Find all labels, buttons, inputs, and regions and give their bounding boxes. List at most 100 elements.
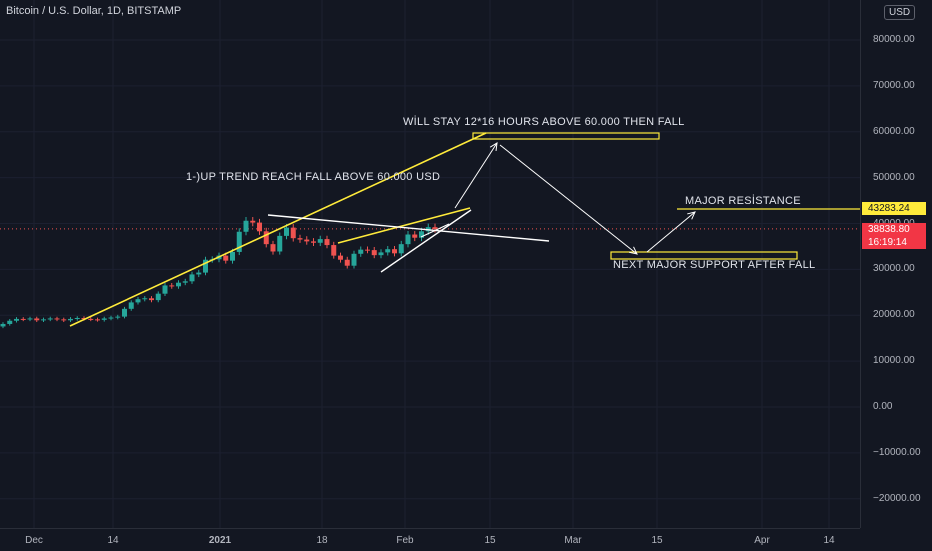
uptrend-line xyxy=(69,132,487,327)
candle-body xyxy=(290,227,296,239)
wedge-apex-line xyxy=(420,223,450,238)
time-tick-label: Feb xyxy=(396,535,414,546)
price-chart[interactable] xyxy=(0,0,860,528)
candle-body xyxy=(14,318,19,321)
candle-body xyxy=(54,318,60,320)
candle-body xyxy=(189,274,195,282)
price-tick-label: 60000.00 xyxy=(873,125,915,137)
candle-body xyxy=(95,319,100,321)
candle-body xyxy=(412,234,418,238)
descending-resistance-line xyxy=(267,214,550,242)
candle-body xyxy=(270,244,276,252)
candle-body xyxy=(223,255,229,261)
candle-body xyxy=(34,318,40,321)
chart-grid xyxy=(0,0,860,528)
price-tick-label: −20000.00 xyxy=(873,492,921,504)
target-zone-60000 xyxy=(472,132,660,140)
candle-body xyxy=(182,281,188,283)
time-tick-label: 14 xyxy=(823,535,835,546)
candle-body xyxy=(358,249,364,254)
candle-body xyxy=(331,245,337,256)
time-tick-label: 14 xyxy=(107,535,119,546)
candle-body xyxy=(41,319,46,321)
support-zone-box xyxy=(610,251,798,260)
candle-body xyxy=(405,234,411,245)
candle-body xyxy=(162,285,168,294)
candle-body xyxy=(317,239,323,243)
price-tick-label: 30000.00 xyxy=(873,263,915,275)
candle-body xyxy=(27,318,33,320)
price-tick-label: 50000.00 xyxy=(873,171,915,183)
bar-countdown-tag: 16:19:14 xyxy=(862,236,926,249)
last-price-tag: 38838.80 xyxy=(862,223,926,236)
time-tick-label: Mar xyxy=(564,535,582,546)
candle-body xyxy=(338,255,343,260)
candle-body xyxy=(101,318,107,320)
candle-body xyxy=(0,323,6,327)
candle-body xyxy=(128,302,134,309)
candle-body xyxy=(203,259,208,273)
candle-body xyxy=(250,220,256,223)
candle-body xyxy=(385,249,391,253)
candle-body xyxy=(108,317,114,319)
candle-body xyxy=(115,316,121,318)
time-tick-label: 15 xyxy=(484,535,496,546)
candle-body xyxy=(371,250,377,256)
candle-body xyxy=(263,231,269,245)
symbol-title[interactable]: Bitcoin / U.S. Dollar, 1D, BITSTAMP xyxy=(6,5,182,17)
time-tick-label: 2021 xyxy=(208,535,232,546)
resistance-price-tag: 43283.24 xyxy=(862,202,926,215)
chart-drawings xyxy=(69,132,860,327)
candle-body xyxy=(196,272,202,275)
candle-body xyxy=(284,227,289,236)
currency-button[interactable]: USD xyxy=(884,5,916,20)
candle-body xyxy=(155,293,161,301)
candle-body xyxy=(392,249,397,254)
candle-body xyxy=(257,222,262,232)
candle-body xyxy=(169,285,175,287)
candle-body xyxy=(365,249,370,251)
candle-body xyxy=(142,298,148,300)
candle-body xyxy=(81,318,87,320)
candle-body xyxy=(74,318,80,320)
candle-body xyxy=(324,239,330,246)
time-tick-label: Dec xyxy=(25,535,43,546)
price-tick-label: 80000.00 xyxy=(873,34,915,45)
time-tick-label: 15 xyxy=(651,535,663,546)
candle-body xyxy=(351,253,357,266)
candle-body xyxy=(419,231,424,238)
rising-support-line xyxy=(380,209,472,273)
annotation-next-support[interactable]: NEXT MAJOR SUPPORT AFTER FALL xyxy=(613,259,816,271)
price-tick-label: 70000.00 xyxy=(873,79,915,91)
candle-body xyxy=(47,318,53,320)
annotation-stay-above[interactable]: WİLL STAY 12*16 HOURS ABOVE 60.000 THEN … xyxy=(403,116,685,128)
time-axis[interactable]: Dec 14 2021 18 Feb 15 Mar 15 Apr 14 xyxy=(0,528,860,551)
price-tick-label: 20000.00 xyxy=(873,309,915,321)
candle-body xyxy=(304,239,310,242)
candle-body xyxy=(277,235,283,252)
candle-body xyxy=(68,318,73,321)
annotation-major-resistance[interactable]: MAJOR RESİSTANCE xyxy=(685,195,801,207)
candle-body xyxy=(88,318,94,320)
time-tick-label: Apr xyxy=(754,535,770,546)
price-axis[interactable]: 80000.0070000.0060000.0050000.0040000.00… xyxy=(860,0,932,528)
candle-body xyxy=(236,231,242,252)
annotation-up-trend[interactable]: 1-)UP TREND REACH FALL ABOVE 60.000 USD xyxy=(186,171,441,183)
candle-body xyxy=(432,227,438,230)
time-tick-label: 18 xyxy=(316,535,328,546)
candle-body xyxy=(135,299,141,303)
price-tick-label: 0.00 xyxy=(873,401,893,412)
candle-body xyxy=(122,308,127,317)
candle-body xyxy=(20,318,26,320)
candle-body xyxy=(61,319,67,321)
candle-body xyxy=(230,251,235,261)
candlestick-series xyxy=(0,217,438,329)
price-tick-label: −10000.00 xyxy=(873,446,921,458)
candle-body xyxy=(149,298,154,301)
candle-body xyxy=(297,238,303,240)
rising-channel-top-line xyxy=(337,207,471,244)
price-tick-label: 10000.00 xyxy=(873,355,915,367)
candle-body xyxy=(176,282,181,287)
candle-body xyxy=(243,220,249,232)
candle-body xyxy=(378,252,384,256)
